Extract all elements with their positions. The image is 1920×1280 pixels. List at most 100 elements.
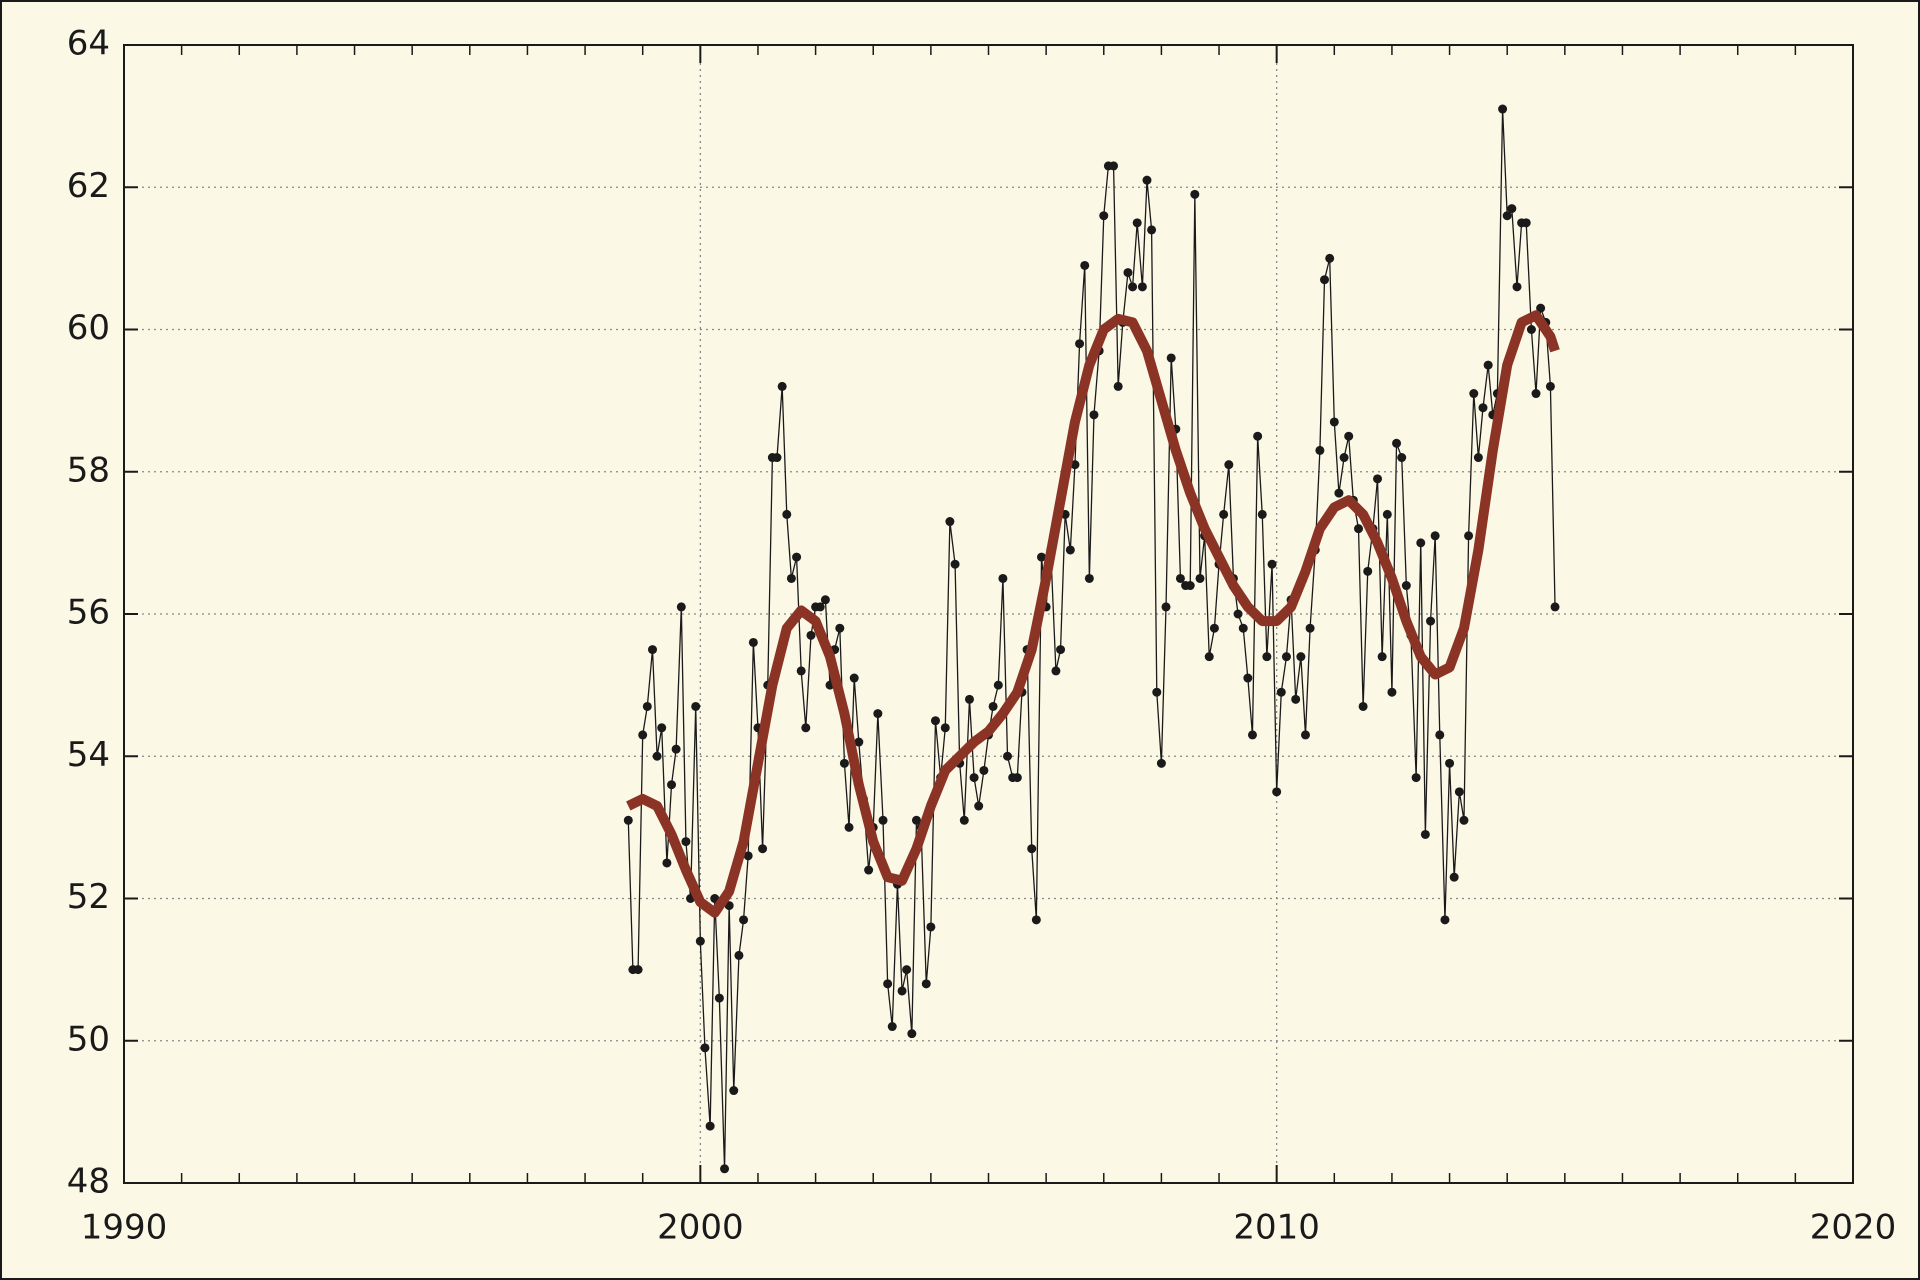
x-tick-label: 1990 (81, 1208, 168, 1248)
data-point (1411, 773, 1421, 783)
data-point (714, 993, 724, 1003)
y-tick-label: 50 (67, 1019, 110, 1059)
data-point (1334, 488, 1344, 498)
data-point (1296, 652, 1306, 662)
data-point (1219, 509, 1229, 519)
data-point (930, 716, 940, 726)
data-point (1315, 445, 1325, 455)
data-point (1507, 204, 1517, 214)
data-point (1521, 218, 1531, 228)
data-point (815, 602, 825, 612)
data-point (1435, 730, 1445, 740)
data-point (796, 666, 806, 676)
data-point (1459, 815, 1469, 825)
data-point (1329, 417, 1339, 427)
data-point (1469, 389, 1479, 399)
data-point (883, 979, 893, 989)
y-tick-label: 56 (67, 593, 110, 633)
data-point (1262, 652, 1272, 662)
data-point (1454, 787, 1464, 797)
data-point (729, 1086, 739, 1096)
data-point (1084, 573, 1094, 583)
data-point (897, 986, 907, 996)
data-point (993, 680, 1003, 690)
y-tick-label: 60 (67, 308, 110, 348)
data-point (705, 1121, 715, 1131)
data-point (1373, 474, 1383, 484)
data-point (1089, 410, 1099, 420)
data-point (839, 758, 849, 768)
data-point (945, 517, 955, 527)
data-point (1233, 609, 1243, 619)
data-point (1243, 673, 1253, 683)
data-point (1354, 524, 1364, 534)
data-point (1300, 730, 1310, 740)
data-point (1281, 652, 1291, 662)
data-point (623, 815, 633, 825)
data-point (1392, 438, 1402, 448)
data-point (1440, 915, 1450, 925)
data-point (1397, 453, 1407, 463)
data-point (1401, 581, 1411, 591)
data-point (854, 737, 864, 747)
data-point (1512, 282, 1522, 292)
data-point (772, 453, 782, 463)
y-tick-label: 48 (67, 1162, 110, 1202)
data-point (1531, 389, 1541, 399)
data-point (1238, 623, 1248, 633)
data-point (1502, 211, 1512, 221)
data-point (1305, 623, 1315, 633)
data-point (974, 801, 984, 811)
data-point (1195, 573, 1205, 583)
data-point (695, 936, 705, 946)
data-point (1003, 751, 1013, 761)
data-point (1056, 645, 1066, 655)
data-point (1209, 623, 1219, 633)
data-point (1498, 104, 1508, 114)
data-point (786, 573, 796, 583)
data-point (1426, 616, 1436, 626)
data-point (849, 673, 859, 683)
plot-frame (123, 44, 1854, 1184)
data-point (1377, 652, 1387, 662)
data-point (1478, 403, 1488, 413)
data-point (1253, 431, 1263, 441)
data-point (1185, 581, 1195, 591)
data-point (1142, 175, 1152, 185)
data-point (1445, 758, 1455, 768)
data-point (676, 602, 686, 612)
data-point (844, 822, 854, 832)
data-point (801, 723, 811, 733)
data-point (1156, 758, 1166, 768)
data-point (911, 815, 921, 825)
data-point (1109, 161, 1119, 171)
data-point (1137, 282, 1147, 292)
data-point (782, 509, 792, 519)
data-point (638, 730, 648, 740)
data-point (1382, 509, 1392, 519)
data-point (1051, 666, 1061, 676)
y-tick-label: 54 (67, 735, 110, 775)
data-point (1358, 701, 1368, 711)
x-tick-label: 2000 (657, 1208, 744, 1248)
trend-line (626, 310, 1560, 918)
data-point (1123, 268, 1133, 278)
data-point (1147, 225, 1157, 235)
data-point (959, 815, 969, 825)
data-point (1387, 687, 1397, 697)
data-point (878, 815, 888, 825)
data-point (1204, 652, 1214, 662)
data-point (1276, 687, 1286, 697)
data-point (964, 694, 974, 704)
y-tick-label: 64 (67, 24, 110, 64)
data-point (907, 1029, 917, 1039)
data-point (743, 851, 753, 861)
data-point (1224, 460, 1234, 470)
data-point (979, 765, 989, 775)
data-point (1320, 275, 1330, 285)
data-point (1416, 538, 1426, 548)
data-point (1113, 381, 1123, 391)
data-point (700, 1043, 710, 1053)
data-point (1027, 844, 1037, 854)
